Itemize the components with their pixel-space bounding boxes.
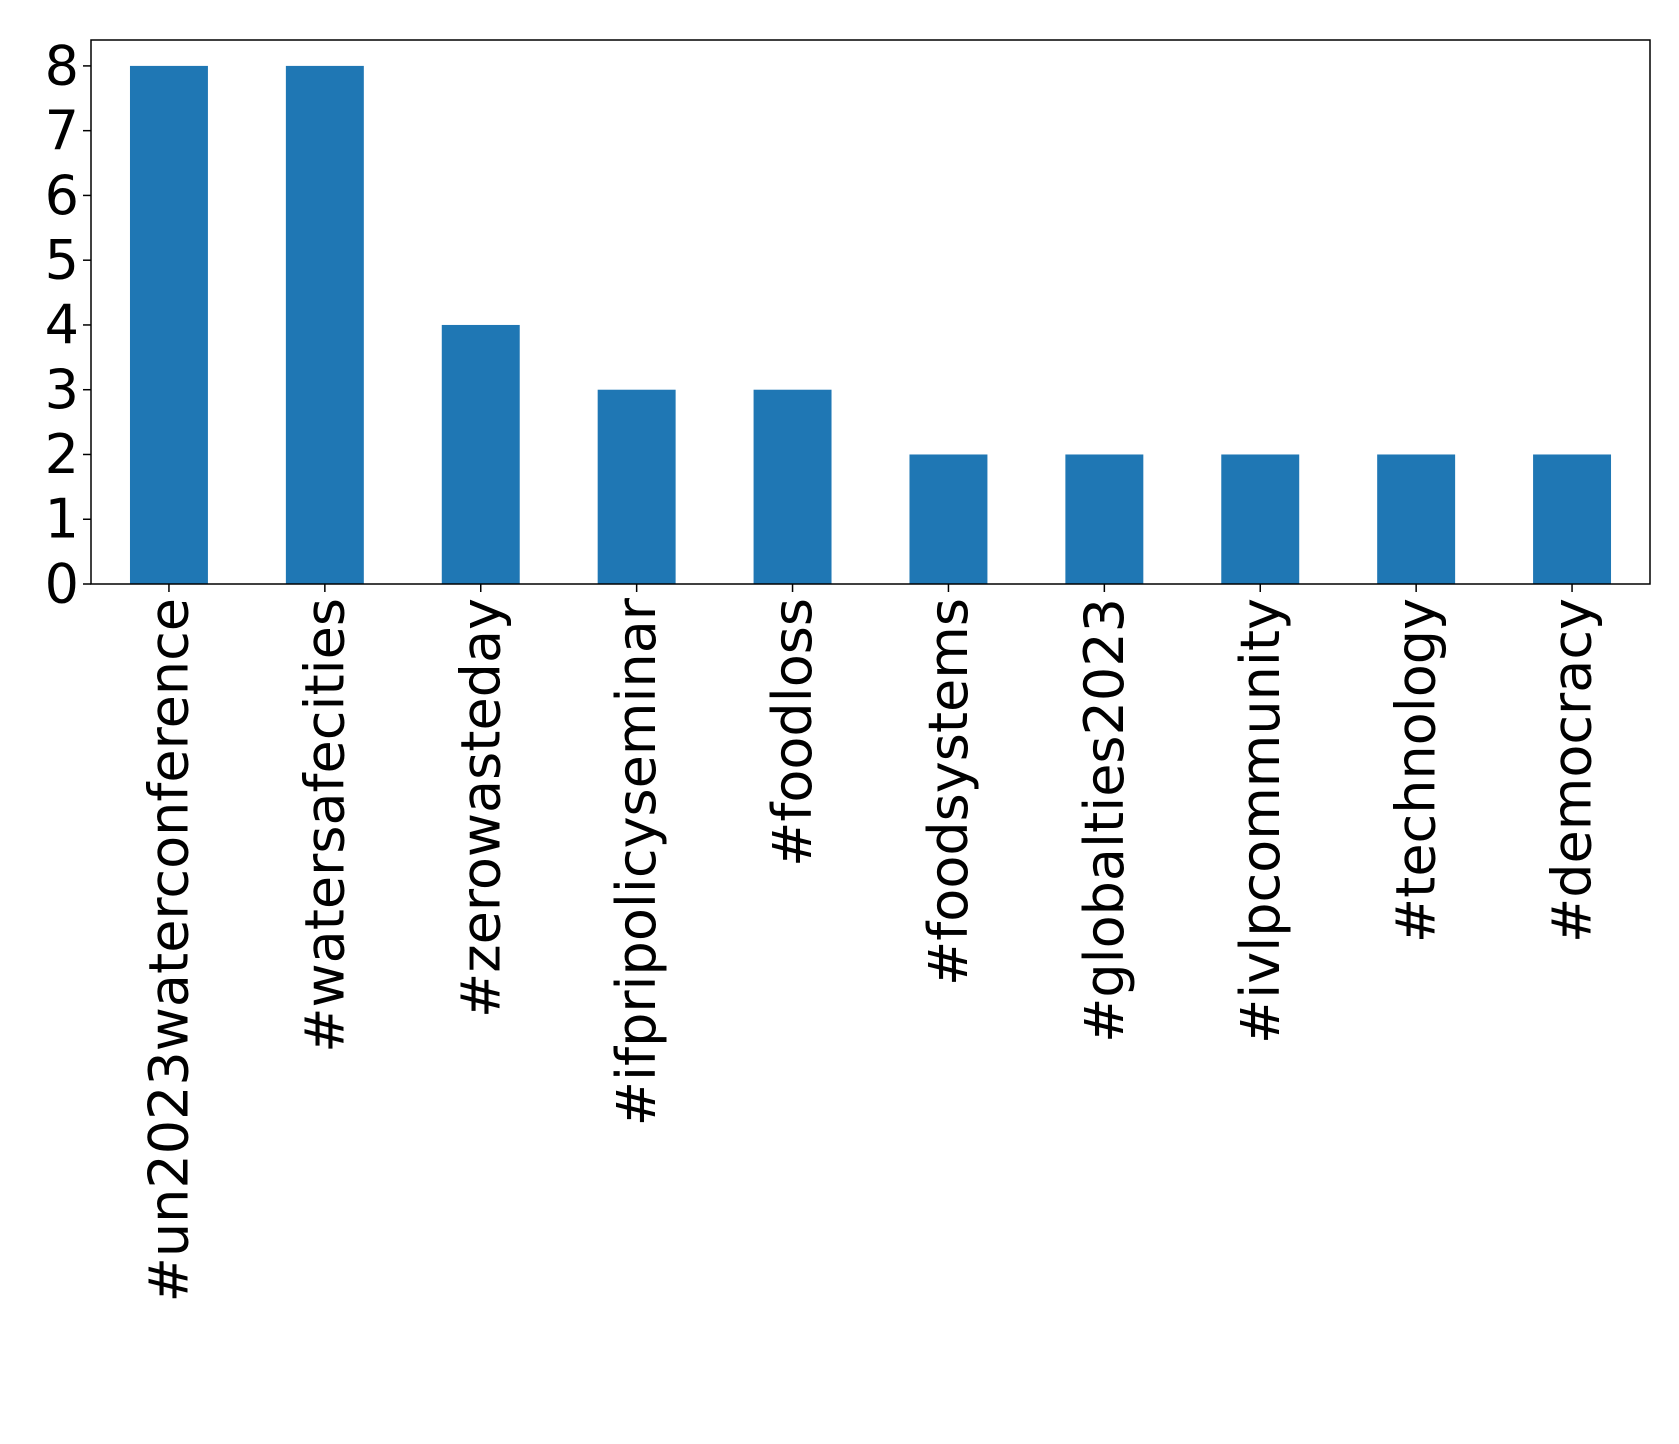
x-tick-label: #democracy xyxy=(1541,598,1604,943)
bar xyxy=(753,389,832,584)
y-tick-label: 6 xyxy=(45,164,79,227)
x-axis-ticks: #un2023waterconference #watersafecities #z… xyxy=(137,584,1604,1302)
x-tick-label: #technology xyxy=(1385,598,1448,943)
bar xyxy=(1377,454,1456,584)
x-tick-label: #un2023waterconference xyxy=(137,598,200,1302)
bar xyxy=(909,454,988,584)
bar xyxy=(597,389,676,584)
y-tick-label: 4 xyxy=(45,293,79,356)
bar xyxy=(129,65,208,584)
plot-frame xyxy=(90,39,1651,585)
x-tick-label: #zerowasteday xyxy=(449,598,512,1018)
bar xyxy=(1533,454,1612,584)
bar xyxy=(441,324,520,584)
y-tick-label: 5 xyxy=(45,229,79,292)
x-tick-label: #foodloss xyxy=(761,598,824,867)
bar xyxy=(1221,454,1300,584)
y-tick-label: 2 xyxy=(45,423,79,486)
bar xyxy=(1065,454,1144,584)
y-tick-label: 7 xyxy=(45,99,79,162)
x-tick-label: #ifpripolicyseminar xyxy=(605,597,668,1126)
x-tick-label: #ivlpcommunity xyxy=(1229,598,1292,1044)
bar xyxy=(285,65,364,584)
y-tick-label: 3 xyxy=(45,358,79,421)
y-tick-label: 8 xyxy=(45,34,79,97)
x-tick-label: #watersafecities xyxy=(293,598,356,1053)
bars-group xyxy=(129,65,1612,584)
x-tick-label: #globalties2023 xyxy=(1073,598,1136,1043)
y-tick-label: 0 xyxy=(45,553,79,616)
x-tick-label: #foodsystems xyxy=(917,598,980,986)
y-tick-label: 1 xyxy=(45,488,79,551)
